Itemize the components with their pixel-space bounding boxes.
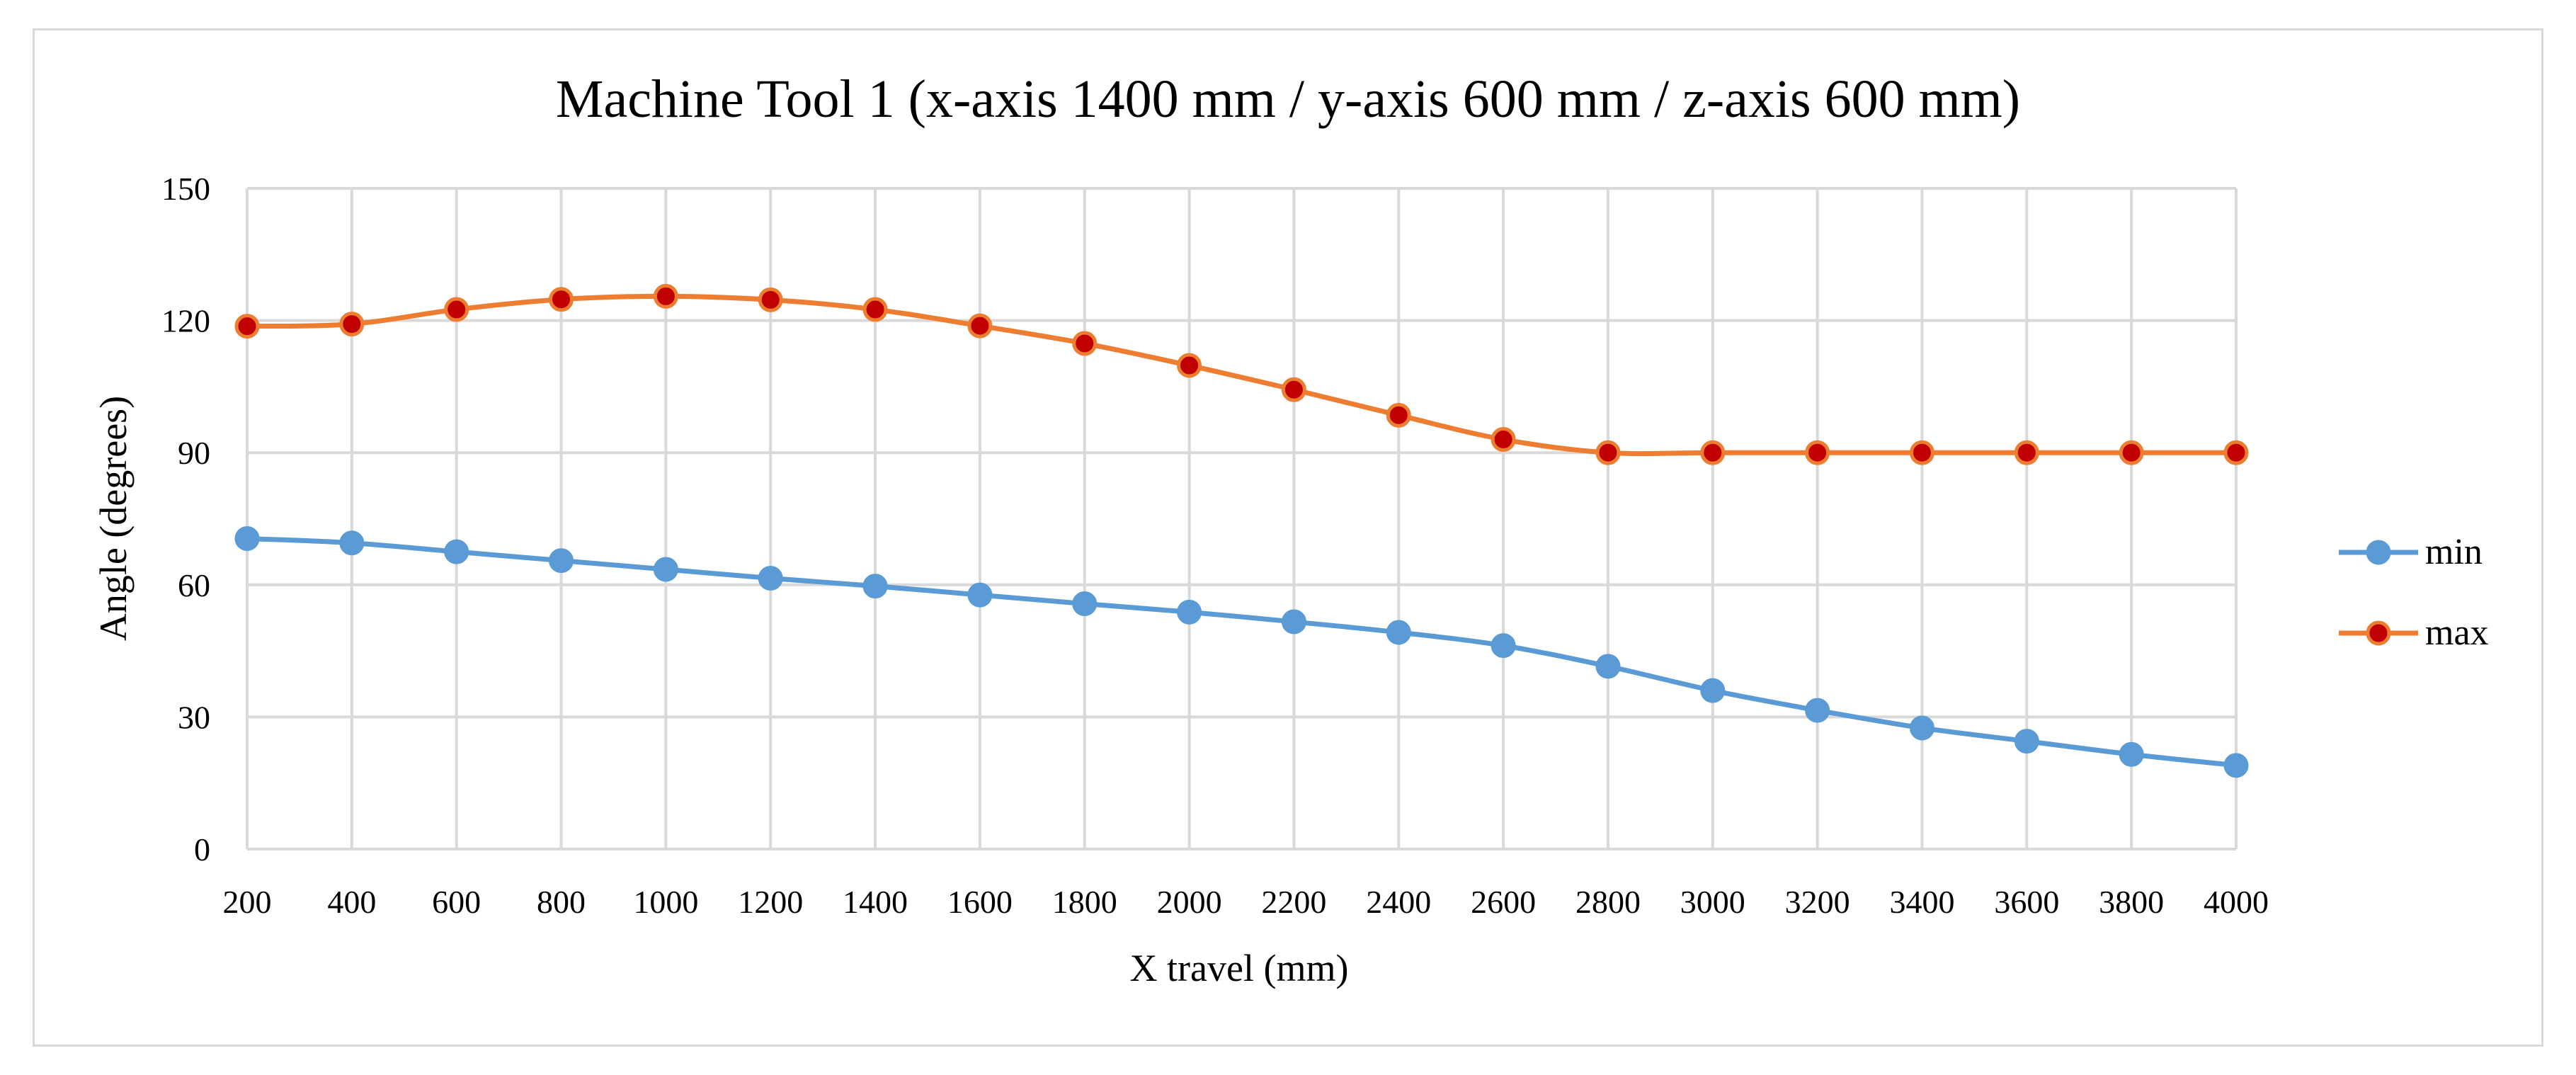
- series-line-min: [246, 535, 2237, 768]
- y-tick-label: 0: [194, 831, 210, 868]
- data-point-max: [549, 287, 574, 312]
- data-point-min: [234, 525, 260, 551]
- x-axis-title: X travel (mm): [1130, 947, 1349, 989]
- x-tick-label: 400: [327, 884, 376, 920]
- data-point-max: [2223, 440, 2249, 465]
- x-tick-label: 3000: [1680, 884, 1745, 920]
- legend-item-max: max: [2339, 613, 2489, 653]
- data-point-min: [1805, 698, 1830, 723]
- data-point-max: [1386, 402, 1411, 428]
- data-point-min: [1072, 591, 1098, 617]
- legend: min max: [2339, 532, 2489, 653]
- data-point-max: [1177, 353, 1202, 378]
- data-point-min: [444, 539, 469, 564]
- data-point-min: [653, 557, 678, 582]
- data-point-max: [1909, 440, 1934, 465]
- y-tick-label: 30: [178, 699, 210, 735]
- chart-frame: [33, 28, 2543, 1047]
- data-point-max: [967, 313, 993, 339]
- x-tick-label: 1600: [947, 884, 1013, 920]
- legend-swatch-marker: [2366, 620, 2391, 646]
- x-tick-label: 2400: [1366, 884, 1431, 920]
- legend-label: min: [2425, 532, 2483, 572]
- legend-swatch-marker: [2366, 540, 2391, 565]
- chart-title: Machine Tool 1 (x-axis 1400 mm / y-axis …: [556, 69, 2020, 129]
- x-tick-label: 2000: [1157, 884, 1222, 920]
- data-point-min: [1909, 715, 1934, 741]
- x-tick-label: 1200: [738, 884, 803, 920]
- data-point-max: [1805, 440, 1830, 465]
- data-point-max: [339, 312, 365, 337]
- data-point-max: [1072, 331, 1098, 356]
- series-max: [234, 283, 2249, 465]
- data-point-max: [758, 287, 783, 312]
- data-point-max: [234, 314, 260, 339]
- x-tick-label: 2200: [1261, 884, 1326, 920]
- y-tick-label: 90: [178, 435, 210, 471]
- data-point-min: [758, 565, 783, 591]
- grid: [246, 187, 2238, 851]
- x-tick-label: 3400: [1889, 884, 1954, 920]
- data-point-min: [1281, 609, 1306, 635]
- y-tick-label: 60: [178, 567, 210, 603]
- data-point-max: [444, 297, 469, 322]
- data-point-min: [1595, 654, 1621, 679]
- x-tick-label: 1400: [843, 884, 908, 920]
- data-point-max: [2014, 440, 2039, 465]
- data-point-min: [2119, 741, 2144, 767]
- data-point-max: [653, 283, 678, 309]
- data-point-min: [862, 574, 888, 599]
- data-point-min: [1700, 678, 1726, 703]
- data-point-max: [1281, 377, 1306, 402]
- data-point-min: [967, 582, 993, 608]
- data-point-max: [1595, 440, 1621, 465]
- legend-label: max: [2425, 613, 2489, 653]
- data-point-min: [2014, 729, 2039, 754]
- legend-item-min: min: [2339, 532, 2483, 572]
- series-min: [234, 525, 2249, 778]
- data-point-min: [1491, 633, 1516, 659]
- data-point-min: [1177, 599, 1202, 625]
- data-point-min: [339, 530, 365, 556]
- data-point-max: [2119, 440, 2144, 465]
- x-tick-labels: 200 400 600 800 1000 1200 1400 1600 1800 2000 2200…: [223, 884, 2269, 920]
- data-point-max: [862, 297, 888, 322]
- x-tick-label: 3200: [1785, 884, 1850, 920]
- x-tick-label: 200: [223, 884, 272, 920]
- x-tick-label: 600: [432, 884, 481, 920]
- data-point-max: [1700, 440, 1726, 465]
- y-tick-label: 120: [161, 303, 210, 339]
- x-tick-label: 800: [537, 884, 586, 920]
- data-point-min: [549, 548, 574, 574]
- x-tick-label: 3800: [2099, 884, 2164, 920]
- series: [234, 283, 2249, 778]
- y-tick-label: 150: [161, 171, 210, 207]
- data-point-max: [1491, 427, 1516, 453]
- data-point-min: [2223, 753, 2249, 778]
- y-axis-title: Angle (degrees): [92, 396, 135, 641]
- y-tick-labels: 0 30 60 90 120 150: [161, 171, 210, 868]
- x-tick-label: 3600: [1994, 884, 2059, 920]
- x-tick-label: 2600: [1471, 884, 1536, 920]
- data-point-min: [1386, 620, 1411, 645]
- x-tick-label: 4000: [2204, 884, 2269, 920]
- x-tick-label: 1000: [633, 884, 698, 920]
- x-tick-label: 2800: [1575, 884, 1641, 920]
- x-tick-label: 1800: [1052, 884, 1117, 920]
